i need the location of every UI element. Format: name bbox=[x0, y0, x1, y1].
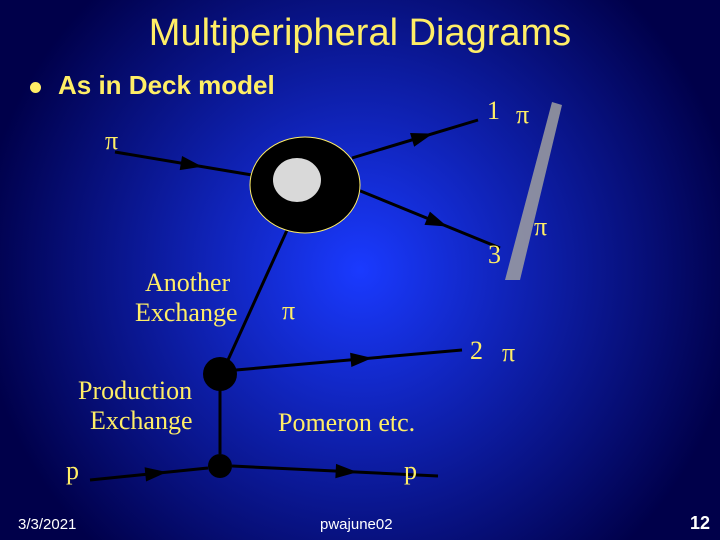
slide-title: Multiperipheral Diagrams bbox=[0, 12, 720, 55]
label-three: 3 bbox=[488, 240, 501, 270]
label-pi_3: π bbox=[534, 212, 547, 242]
label-pomeron: Pomeron etc. bbox=[278, 408, 415, 438]
label-pi_in: π bbox=[105, 126, 118, 156]
label-p_out: p bbox=[404, 456, 417, 486]
label-exchange: Exchange bbox=[135, 298, 238, 328]
label-p_in: p bbox=[66, 456, 79, 486]
arrow-pi-out-1 bbox=[410, 133, 433, 147]
arrow-pi-out-2 bbox=[350, 353, 372, 367]
line-another-exchange bbox=[228, 228, 288, 360]
arrow-pi-in bbox=[180, 156, 203, 170]
label-pi_2: π bbox=[502, 338, 515, 368]
arrow-p-out bbox=[335, 464, 357, 478]
blob-highlight bbox=[273, 158, 321, 202]
arrow-pi-out-3 bbox=[424, 212, 447, 227]
label-another: Another bbox=[145, 268, 230, 298]
label-pi_mid: π bbox=[282, 296, 295, 326]
label-exchange2: Exchange bbox=[90, 406, 193, 436]
footer-center: pwajune02 bbox=[320, 516, 393, 533]
vertex-1 bbox=[203, 357, 237, 391]
bullet-text: As in Deck model bbox=[58, 70, 275, 101]
line-pi-out-2 bbox=[236, 350, 462, 370]
footer-date: 3/3/2021 bbox=[18, 516, 76, 533]
vertex-2 bbox=[208, 454, 232, 478]
label-one: 1 bbox=[487, 96, 500, 126]
page-number: 12 bbox=[690, 513, 710, 534]
arrow-p-in bbox=[145, 467, 167, 481]
bullet-dot bbox=[30, 82, 41, 93]
pomeron-wedge bbox=[505, 102, 562, 280]
label-two: 2 bbox=[470, 336, 483, 366]
slide: Multiperipheral Diagrams As in Deck mode… bbox=[0, 0, 720, 540]
label-production: Production bbox=[78, 376, 192, 406]
label-pi_1: π bbox=[516, 100, 529, 130]
